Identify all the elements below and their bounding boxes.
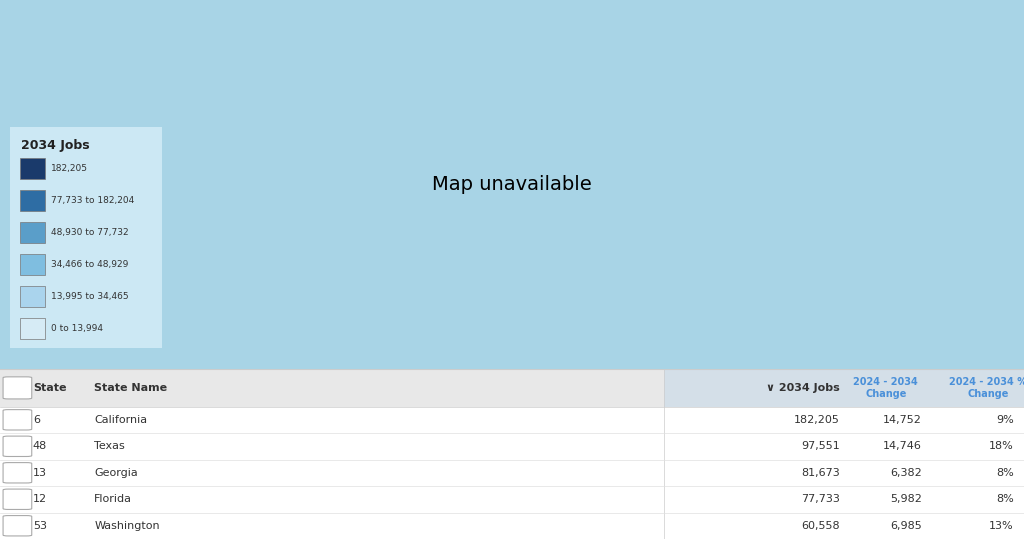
Text: 5,982: 5,982 <box>890 494 922 505</box>
Bar <box>20 318 45 339</box>
Text: 77,733: 77,733 <box>801 494 840 505</box>
Text: 6,382: 6,382 <box>890 468 922 478</box>
Text: 53: 53 <box>33 521 47 531</box>
Text: ∨ 2034 Jobs: ∨ 2034 Jobs <box>766 383 840 393</box>
Text: 48: 48 <box>33 441 47 451</box>
Text: 2024 - 2034
Change: 2024 - 2034 Change <box>853 377 919 399</box>
Text: 13: 13 <box>33 468 47 478</box>
Text: 14,746: 14,746 <box>883 441 922 451</box>
Text: Map unavailable: Map unavailable <box>432 175 592 194</box>
Text: 182,205: 182,205 <box>794 415 840 425</box>
Bar <box>0 406 1024 433</box>
FancyBboxPatch shape <box>3 436 32 457</box>
Bar <box>664 369 1024 406</box>
Text: 12: 12 <box>33 494 47 505</box>
Text: 2034 Jobs: 2034 Jobs <box>20 139 89 152</box>
Bar <box>0 460 1024 486</box>
Bar <box>0 369 664 406</box>
Text: 13%: 13% <box>989 521 1014 531</box>
Bar <box>20 190 45 211</box>
Text: 182,205: 182,205 <box>51 164 88 172</box>
Text: 60,558: 60,558 <box>801 521 840 531</box>
FancyBboxPatch shape <box>3 516 32 536</box>
Text: Washington: Washington <box>94 521 160 531</box>
Text: 14,752: 14,752 <box>883 415 922 425</box>
Text: 13,995 to 34,465: 13,995 to 34,465 <box>51 292 129 301</box>
Text: 97,551: 97,551 <box>801 441 840 451</box>
Bar <box>0 433 1024 460</box>
FancyBboxPatch shape <box>3 410 32 430</box>
Bar <box>20 157 45 178</box>
Text: State: State <box>33 383 67 393</box>
Text: State Name: State Name <box>94 383 167 393</box>
Text: 18%: 18% <box>989 441 1014 451</box>
Text: 6,985: 6,985 <box>890 521 922 531</box>
Text: 77,733 to 182,204: 77,733 to 182,204 <box>51 196 134 205</box>
Text: California: California <box>94 415 147 425</box>
Text: Florida: Florida <box>94 494 132 505</box>
Text: Texas: Texas <box>94 441 125 451</box>
Text: 9%: 9% <box>996 415 1014 425</box>
Bar <box>20 254 45 275</box>
Text: 8%: 8% <box>996 468 1014 478</box>
Text: 2024 - 2034 %
Change: 2024 - 2034 % Change <box>949 377 1024 399</box>
FancyBboxPatch shape <box>3 462 32 483</box>
FancyBboxPatch shape <box>3 489 32 509</box>
Text: 8%: 8% <box>996 494 1014 505</box>
Bar <box>0 486 1024 513</box>
Bar <box>0 513 1024 539</box>
Bar <box>20 222 45 243</box>
Text: 81,673: 81,673 <box>801 468 840 478</box>
Text: 34,466 to 48,929: 34,466 to 48,929 <box>51 260 129 269</box>
Text: 48,930 to 77,732: 48,930 to 77,732 <box>51 228 129 237</box>
FancyBboxPatch shape <box>3 377 32 399</box>
Text: 0 to 13,994: 0 to 13,994 <box>51 324 103 333</box>
Bar <box>20 286 45 307</box>
Text: Georgia: Georgia <box>94 468 138 478</box>
Text: 6: 6 <box>33 415 40 425</box>
